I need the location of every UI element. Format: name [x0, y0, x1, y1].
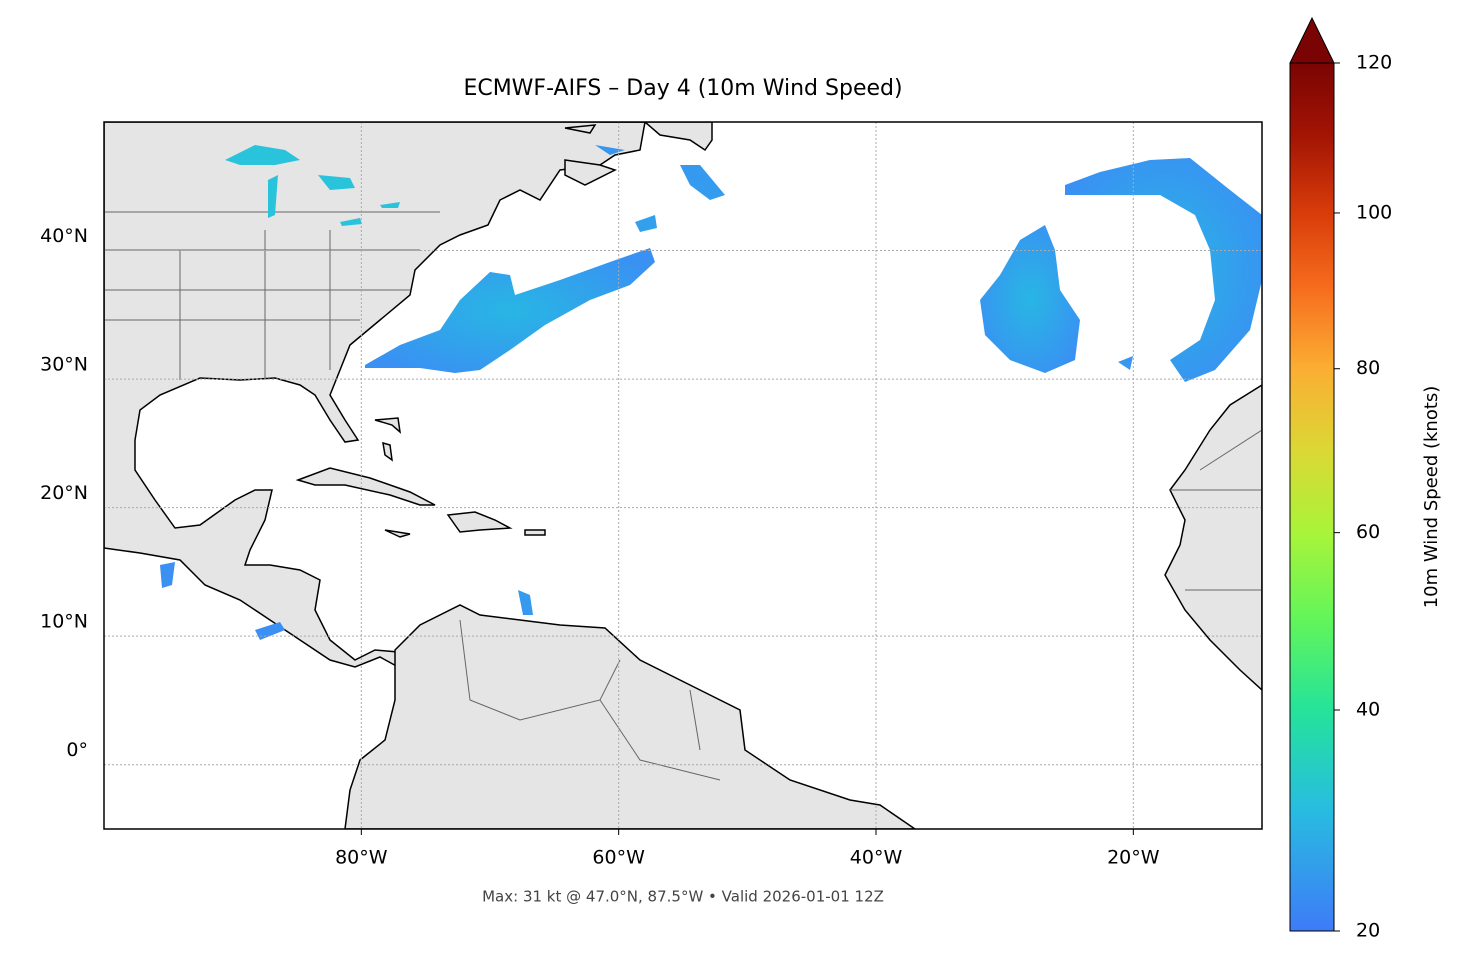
colorbar-tick-label: 100	[1356, 201, 1392, 223]
footer: Max: 31 kt @ 47.0°N, 87.5°W • Valid 2026…	[482, 888, 884, 906]
x-tick-label: 80°W	[335, 847, 388, 869]
y-tick-label: 0°	[66, 739, 88, 761]
chart-title: ECMWF-AIFS – Day 4 (10m Wind Speed)	[463, 76, 902, 101]
wind-areas	[160, 145, 1262, 640]
y-tick-label: 30°N	[40, 354, 88, 376]
colorbar-tick-label: 20	[1356, 920, 1380, 942]
y-tick-label: 20°N	[40, 482, 88, 504]
x-tick-label: 60°W	[592, 847, 645, 869]
caribbean-islands	[295, 417, 546, 538]
colorbar-tick-label: 60	[1356, 521, 1380, 543]
africa	[1164, 384, 1262, 692]
north-america	[104, 122, 646, 670]
colorbar-tick-label: 40	[1356, 698, 1380, 720]
y-tick-label: 10°N	[40, 611, 88, 633]
colorbar	[1289, 62, 1335, 932]
x-tick-label: 20°W	[1107, 847, 1160, 869]
canada-maritimes	[564, 122, 713, 186]
colorbar-extend	[1289, 16, 1335, 64]
y-tick-label: 40°N	[40, 225, 88, 247]
colorbar-tick-label: 120	[1356, 52, 1392, 74]
colorbar-tick-label: 80	[1356, 357, 1380, 379]
south-america	[344, 604, 917, 829]
map-frame	[103, 121, 1263, 830]
x-tick-label: 40°W	[850, 847, 903, 869]
colorbar-label: 10m Wind Speed (knots)	[1421, 386, 1442, 609]
map	[104, 122, 1262, 829]
